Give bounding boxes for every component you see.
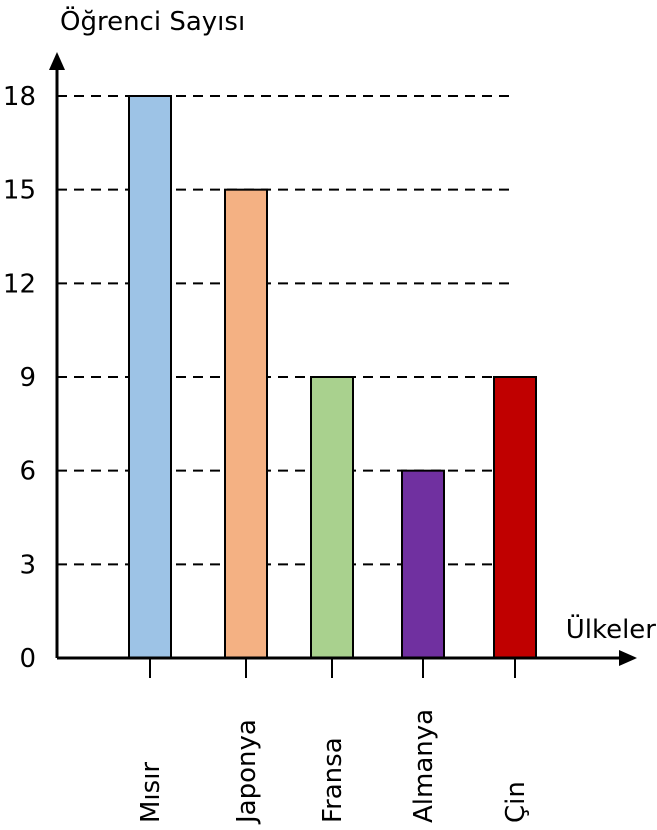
- x-tick-label: Mısır: [136, 762, 166, 823]
- bars: [128, 95, 537, 660]
- y-axis-arrow-icon: [49, 52, 65, 70]
- x-tick-label: Japonya: [232, 719, 262, 825]
- y-tick-label: 15: [3, 176, 36, 206]
- y-tick-label: 6: [19, 457, 36, 487]
- axes: [49, 52, 637, 666]
- x-ticks: Mısır Japonya Fransa Almanya Çin: [136, 658, 531, 825]
- x-tick-label: Çin: [501, 781, 531, 823]
- bar: [128, 95, 172, 659]
- y-axis-title: Öğrenci Sayısı: [60, 5, 245, 37]
- y-tick-label: 3: [19, 550, 36, 580]
- x-axis-title: Ülkeler: [566, 613, 657, 645]
- y-tick-label: 12: [3, 269, 36, 299]
- bar: [493, 376, 537, 659]
- x-axis-arrow-icon: [619, 650, 637, 666]
- y-ticks: 0 3 6 9 12 15 18: [3, 82, 36, 674]
- y-tick-label: 0: [19, 644, 36, 674]
- bar: [401, 469, 445, 659]
- x-tick-label: Fransa: [318, 737, 348, 823]
- y-tick-label: 18: [3, 82, 36, 112]
- bar: [310, 376, 354, 659]
- y-tick-label: 9: [19, 363, 36, 393]
- x-tick-label: Almanya: [409, 709, 439, 823]
- bar: [224, 188, 268, 660]
